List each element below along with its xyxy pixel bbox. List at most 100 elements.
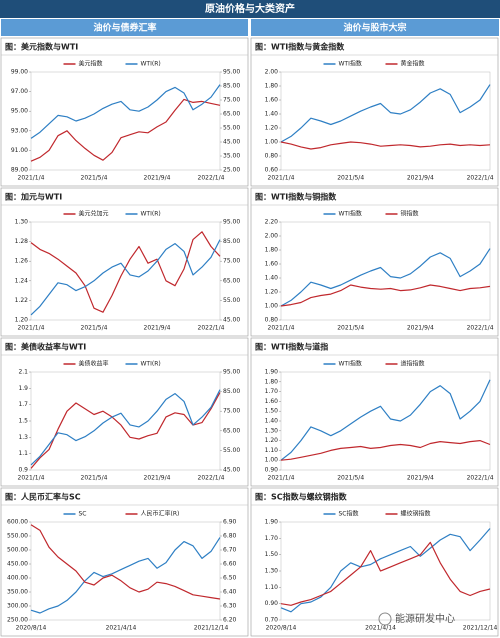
y-tick-label: 400.00 <box>7 575 28 582</box>
x-tick-label: 2021/9/4 <box>407 475 434 482</box>
y-tick-label: 0.80 <box>265 153 279 160</box>
y-tick-label: 350.00 <box>7 589 28 596</box>
y2-tick-label: 45.00 <box>223 317 240 324</box>
y2-tick-label: 65.00 <box>223 277 240 284</box>
y-tick-label: 1.00 <box>265 457 279 464</box>
y-tick-label: 0.90 <box>265 600 279 607</box>
y2-tick-label: 6.30 <box>223 603 237 610</box>
chart-title: 图：加元与WTI <box>5 192 62 202</box>
chart-title: 图：SC指数与螺纹钢指数 <box>255 492 348 502</box>
series-line <box>30 231 221 313</box>
section-bar <box>1 19 248 36</box>
x-tick-label: 2021/1/4 <box>268 175 295 182</box>
series-line <box>280 248 491 307</box>
y2-tick-label: 55.00 <box>223 447 240 454</box>
x-tick-label: 2021/9/4 <box>144 175 171 182</box>
y-tick-label: 99.00 <box>11 69 28 76</box>
y-tick-label: 2.1 <box>18 369 28 376</box>
legend-label: WTI(R) <box>141 361 161 368</box>
y-tick-label: 1.90 <box>265 369 279 376</box>
x-tick-label: 2021/1/4 <box>268 475 295 482</box>
x-tick-label: 2022/1/4 <box>198 175 225 182</box>
x-tick-label: 2022/1/4 <box>467 325 494 332</box>
y-tick-label: 1.5 <box>18 418 28 425</box>
x-tick-label: 2021/1/4 <box>18 475 45 482</box>
y2-tick-label: 75.00 <box>223 408 240 415</box>
chart-title: 图：人民币汇率与SC <box>5 492 81 502</box>
y-tick-label: 1.70 <box>265 388 279 395</box>
watermark-icon <box>378 612 392 626</box>
x-tick-label: 2022/1/4 <box>467 175 494 182</box>
x-tick-label: 2021/5/4 <box>337 475 364 482</box>
y-tick-label: 300.00 <box>7 603 28 610</box>
y-tick-label: 1.60 <box>265 261 279 268</box>
y-tick-label: 550.00 <box>7 533 28 540</box>
x-tick-label: 2020/8/14 <box>266 625 297 632</box>
x-tick-label: 2022/1/4 <box>198 475 225 482</box>
x-tick-label: 2020/8/14 <box>16 625 47 632</box>
x-tick-label: 2021/4/14 <box>365 625 396 632</box>
series-line <box>280 84 491 143</box>
y-tick-label: 1.40 <box>265 111 279 118</box>
y-tick-label: 1.30 <box>15 219 29 226</box>
chart-title: 图：美元指数与WTI <box>5 42 78 52</box>
legend-label: 铜指数 <box>401 210 419 218</box>
y2-tick-label: 85.00 <box>223 238 240 245</box>
y-tick-label: 1.10 <box>265 447 279 454</box>
x-tick-label: 2021/5/4 <box>337 175 364 182</box>
y2-tick-label: 85.00 <box>223 83 240 90</box>
plot-frame <box>280 71 491 171</box>
plot-frame <box>30 521 221 621</box>
series-line <box>280 541 491 606</box>
y-tick-label: 1.28 <box>15 238 29 245</box>
legend-label: 黄金指数 <box>401 60 425 68</box>
y2-tick-label: 6.50 <box>223 575 237 582</box>
y2-tick-label: 65.00 <box>223 111 240 118</box>
watermark: 能源研发中心 <box>395 612 455 625</box>
y2-tick-label: 45.00 <box>223 467 240 474</box>
x-tick-label: 2021/4/14 <box>106 625 137 632</box>
y-tick-label: 1.40 <box>265 418 279 425</box>
series-line <box>280 440 491 461</box>
series-line <box>30 524 221 600</box>
legend-label: WTI指数 <box>339 60 362 68</box>
y-tick-label: 1.22 <box>15 297 29 304</box>
legend-label: SC指数 <box>339 510 359 518</box>
x-tick-label: 2021/9/4 <box>144 325 171 332</box>
panel <box>0 187 249 337</box>
x-tick-label: 2021/1/4 <box>18 325 45 332</box>
y-tick-label: 1.20 <box>265 289 279 296</box>
page-title: 原油价格与大类资产 <box>205 2 295 15</box>
panel <box>250 187 499 337</box>
y-tick-label: 600.00 <box>7 519 28 526</box>
y-tick-label: 1.10 <box>265 584 279 591</box>
panel <box>0 37 249 187</box>
legend-label: 人民币汇率(R) <box>141 510 180 518</box>
x-tick-label: 2021/5/4 <box>337 325 364 332</box>
legend-label: 美元指数 <box>79 60 103 68</box>
y-tick-label: 2.00 <box>265 233 279 240</box>
y2-tick-label: 25.00 <box>223 167 240 174</box>
chart-title: 图：WTI指数与铜指数 <box>255 192 337 202</box>
panel <box>0 487 249 637</box>
y2-tick-label: 95.00 <box>223 69 240 76</box>
x-tick-label: 2022/1/4 <box>467 475 494 482</box>
y2-tick-label: 55.00 <box>223 297 240 304</box>
chart-title: 图：WTI指数与道指 <box>255 342 328 352</box>
y-tick-label: 1.60 <box>265 398 279 405</box>
y-tick-label: 97.00 <box>11 88 28 95</box>
x-tick-label: 2021/5/4 <box>81 475 108 482</box>
y2-tick-label: 95.00 <box>223 219 240 226</box>
y-tick-label: 1.26 <box>15 258 29 265</box>
y-tick-label: 0.80 <box>265 317 279 324</box>
legend-label: WTI指数 <box>339 210 362 218</box>
y2-tick-label: 6.20 <box>223 617 237 624</box>
y-tick-label: 93.00 <box>11 127 28 134</box>
series-line <box>280 141 491 150</box>
section-title: 油价与股市大宗 <box>343 22 406 34</box>
y-tick-label: 1.00 <box>265 303 279 310</box>
y2-tick-label: 6.70 <box>223 547 237 554</box>
y-tick-label: 2.00 <box>265 69 279 76</box>
series-line <box>30 239 221 316</box>
